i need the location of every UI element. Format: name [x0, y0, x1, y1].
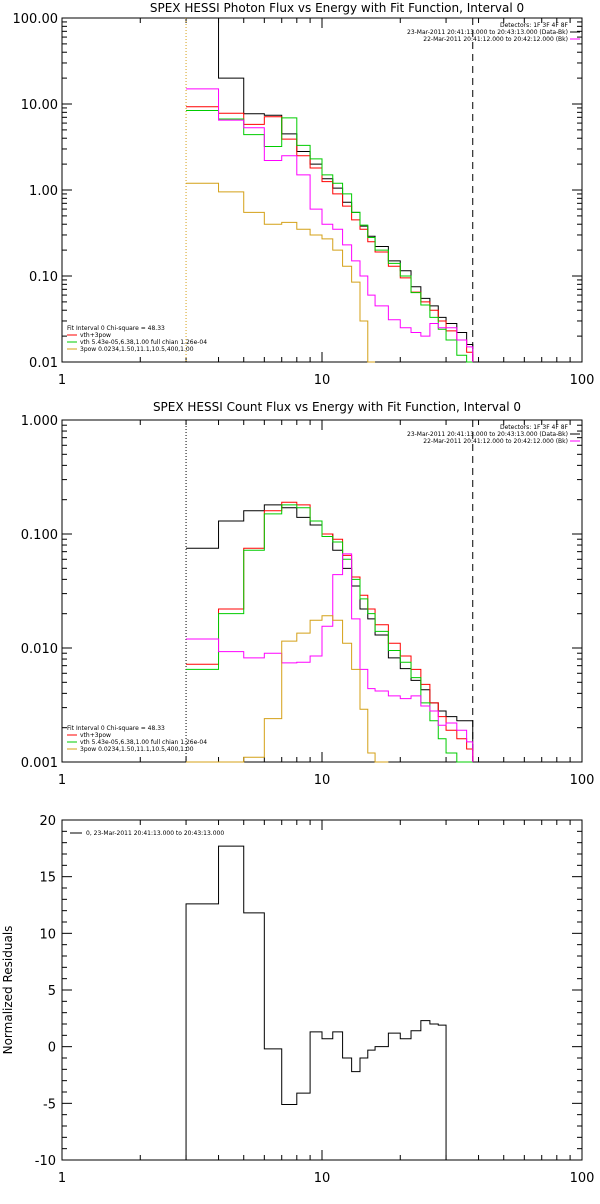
y-tick-label: 1.000 — [21, 414, 58, 429]
photon-flux-panel: SPEX HESSI Photon Flux vs Energy with Fi… — [13, 1, 595, 388]
x-ticks — [61, 18, 571, 362]
y-tick-label: -10 — [35, 1154, 56, 1169]
x-tick-label: 1 — [58, 1171, 66, 1186]
y-tick-label: 10 — [39, 927, 56, 942]
fit-legend-entry: Fit Interval 0 Chi-square = 48.33 — [67, 325, 165, 332]
series-0-histogram — [185, 845, 447, 1160]
fit-legend-entry: vth+3pow — [80, 732, 111, 739]
photon-flux-title: SPEX HESSI Photon Flux vs Energy with Fi… — [150, 1, 524, 15]
x-tick-label: 10 — [314, 1171, 331, 1186]
info-line: 22-Mar-2011 20:41:12.000 to 20:42:12.000… — [423, 36, 568, 43]
info-line: Detectors: 1F 3F 4F 8F — [500, 424, 569, 431]
plot-area: 1 10 100 20 15 10 5 0 -5 -10 0, 23-Mar-2011 20:41:… — [35, 814, 595, 1186]
x-tick-label: 1 — [58, 373, 66, 388]
y-tick-label: -5 — [43, 1097, 56, 1112]
fit-legend-entry: Fit Interval 0 Chi-square = 48.33 — [67, 725, 165, 732]
y-tick-label: 10.00 — [21, 98, 58, 113]
y-tick-label: 0.10 — [29, 270, 58, 285]
info-line: Detectors: 1F 3F 4F 8F — [500, 22, 569, 29]
residuals-panel: Normalized Residuals 1 10 100 20 15 10 5 0 -5 -10… — [1, 814, 594, 1186]
residual-legend-text: 0, 23-Mar-2011 20:41:13.000 to 20:43:13.… — [86, 830, 224, 837]
series-4-histogram — [186, 615, 389, 763]
y-ticks — [62, 819, 582, 1161]
x-tick-label: 10 — [314, 773, 331, 788]
axes-frame — [61, 419, 583, 763]
y-tick-label: 100.00 — [13, 12, 59, 27]
info-line: 23-Mar-2011 20:41:13.000 to 20:43:13.000… — [407, 431, 568, 438]
x-ticks — [61, 820, 571, 1160]
x-tick-label: 100 — [570, 773, 595, 788]
series-3-histogram — [186, 182, 376, 363]
y-tick-label: 20 — [39, 814, 56, 829]
fit-legend-entry: 3pow 0.0234,1.50,11.1,10.5,400,1.00 — [80, 346, 194, 353]
y-tick-label: 0.100 — [21, 528, 58, 543]
info-line: 22-Mar-2011 20:41:12.000 to 20:42:12.000… — [423, 438, 568, 445]
series-3-histogram — [186, 553, 474, 762]
y-tick-label: 1.00 — [29, 184, 58, 199]
y-tick-label: 0.01 — [29, 356, 58, 371]
fit-legend-entry: vth 5.43e-05,6.38,1.00 full chian 1.26e-… — [80, 739, 207, 746]
series-2-histogram — [186, 504, 473, 763]
count-flux-panel: SPEX HESSI Count Flux vs Energy with Fit… — [21, 400, 595, 788]
axes-frame — [61, 17, 583, 363]
x-tick-label: 100 — [570, 1171, 595, 1186]
fit-legend-entry: 3pow 0.0234,1.50,11.1,10.5,400,1.00 — [80, 746, 194, 753]
count-flux-title: SPEX HESSI Count Flux vs Energy with Fit… — [153, 400, 521, 414]
residuals-ylabel: Normalized Residuals — [1, 926, 15, 1055]
y-tick-label: 5 — [48, 984, 56, 999]
y-tick-label: 0.010 — [21, 642, 58, 657]
series-0-histogram — [186, 504, 474, 762]
x-ticks — [61, 420, 571, 762]
y-ticks — [62, 419, 582, 763]
x-tick-label: 10 — [314, 373, 331, 388]
info-line: 23-Mar-2011 20:41:13.000 to 20:43:13.000… — [407, 29, 568, 36]
axes-frame — [61, 819, 583, 1161]
x-tick-label: 100 — [570, 373, 595, 388]
series-4-histogram — [186, 88, 474, 362]
y-ticks — [62, 17, 582, 363]
plot-area: 1 10 100 1.000 0.100 0.010 0.001 Detectors: 1F … — [21, 414, 595, 788]
y-tick-label: 0.001 — [21, 756, 58, 771]
fit-legend-entry: vth+3pow — [80, 332, 111, 339]
series-1-histogram — [186, 501, 474, 762]
plot-area: 1 10 100 100.00 10.00 1.00 0.10 0.01 Detectors: … — [13, 12, 595, 388]
fit-legend-entry: vth 5.43e-05,6.38,1.00 full chian 1.26e-… — [80, 339, 207, 346]
x-tick-label: 1 — [58, 773, 66, 788]
y-tick-label: 15 — [39, 871, 56, 886]
y-tick-label: 0 — [48, 1041, 56, 1056]
